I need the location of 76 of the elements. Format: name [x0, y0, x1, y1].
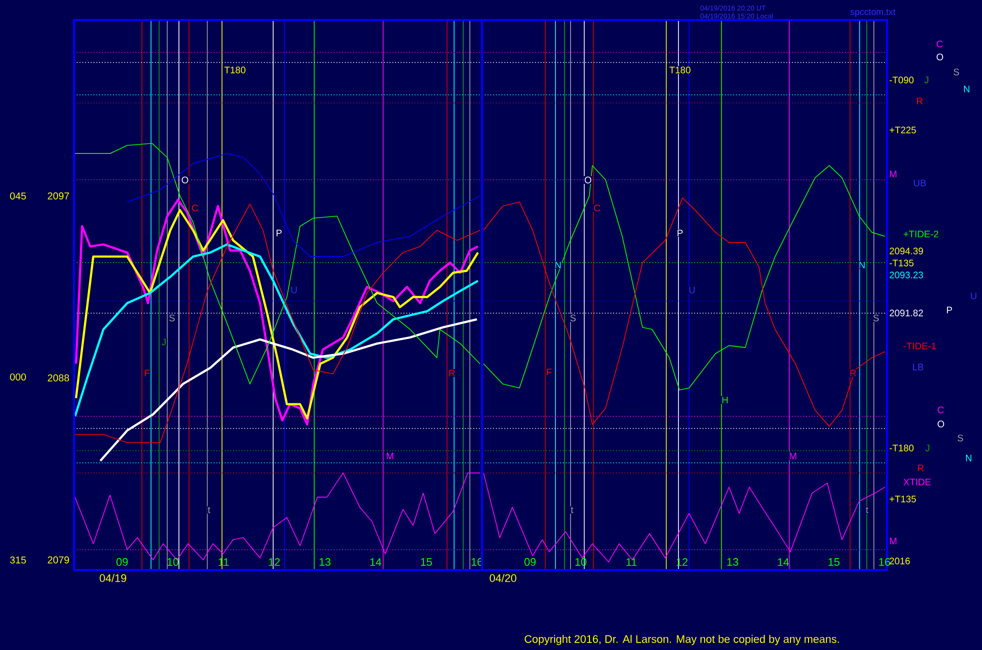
- text: J: [924, 76, 928, 84]
- annotation: H: [722, 396, 728, 404]
- text: S: [954, 68, 960, 76]
- annotation: T180: [224, 66, 246, 74]
- text: 04/20: [490, 574, 516, 582]
- annotation: F: [546, 368, 552, 376]
- text: UB: [914, 180, 926, 186]
- annotation: U: [689, 286, 695, 294]
- text: P: [946, 306, 952, 314]
- annotation: S: [169, 314, 175, 322]
- text: -TIDE-1: [904, 342, 936, 350]
- text: C: [938, 406, 944, 414]
- annotation: t: [866, 506, 868, 514]
- annotation: t: [208, 506, 210, 514]
- annotation: O: [182, 176, 188, 184]
- text: -T180: [890, 444, 914, 452]
- text: 000: [10, 373, 26, 381]
- text: U: [970, 292, 976, 300]
- annotation: R: [449, 370, 455, 376]
- text: M: [890, 170, 896, 178]
- annotation: F: [144, 370, 150, 376]
- annotation: C: [594, 204, 600, 212]
- x-tick-label: 14: [778, 558, 789, 566]
- text: -T135: [890, 260, 914, 266]
- y-tick-label: 2079: [48, 556, 70, 564]
- text: +T135: [890, 496, 916, 502]
- annotation: S: [570, 314, 576, 322]
- y-tick-label: 2088: [48, 374, 70, 382]
- x-tick-label: 11: [626, 558, 637, 566]
- annotation: T180: [669, 66, 690, 74]
- text: C: [936, 40, 943, 48]
- text: LB: [912, 364, 924, 370]
- x-tick-label: 13: [320, 558, 330, 566]
- y-tick-label: 2097: [48, 192, 69, 200]
- text: R: [918, 464, 924, 472]
- annotation: t: [570, 506, 574, 514]
- text: +T225: [890, 126, 916, 134]
- text: R: [916, 98, 923, 104]
- x-tick-label: 15: [420, 558, 432, 566]
- text: 2016: [890, 558, 910, 564]
- text: 045: [10, 192, 26, 200]
- annotation: O: [584, 176, 592, 184]
- annotation: M: [386, 452, 394, 460]
- text: J: [925, 444, 930, 452]
- text: 04/19: [100, 574, 126, 582]
- annotation: S: [873, 314, 879, 322]
- text: 2094.39: [890, 248, 923, 254]
- annotation: R: [850, 370, 856, 376]
- annotation: C: [192, 204, 198, 212]
- annotation: P: [678, 230, 683, 236]
- annotation: J: [162, 338, 166, 346]
- text: 2091.82: [890, 310, 923, 316]
- text: -T090: [890, 76, 914, 84]
- annotation: U: [291, 286, 297, 294]
- x-tick-label: 13: [727, 558, 738, 566]
- text: O: [938, 420, 944, 428]
- text: N: [964, 86, 970, 92]
- text: S: [958, 434, 964, 442]
- text: +TIDE-2: [904, 230, 938, 238]
- x-tick-label: 09: [524, 558, 536, 566]
- text: 315: [10, 556, 26, 564]
- text: M: [890, 538, 896, 544]
- annotation: P: [276, 230, 282, 236]
- annotation: N: [859, 262, 865, 268]
- x-tick-label: 14: [370, 558, 382, 566]
- x-tick-label: 09: [116, 558, 128, 566]
- annotation: M: [790, 452, 796, 460]
- text: 2093.23: [890, 272, 923, 278]
- text: XTIDE: [903, 478, 931, 486]
- x-tick-label: 10: [168, 558, 178, 566]
- annotation: N: [555, 262, 561, 268]
- text: spcctom.txt: [850, 9, 896, 17]
- text: Copyright 2016, Dr. Al Larson. May not be copied by any means.: [524, 634, 839, 646]
- x-tick-label: 15: [828, 558, 840, 566]
- text: N: [966, 454, 972, 462]
- text: O: [936, 54, 944, 60]
